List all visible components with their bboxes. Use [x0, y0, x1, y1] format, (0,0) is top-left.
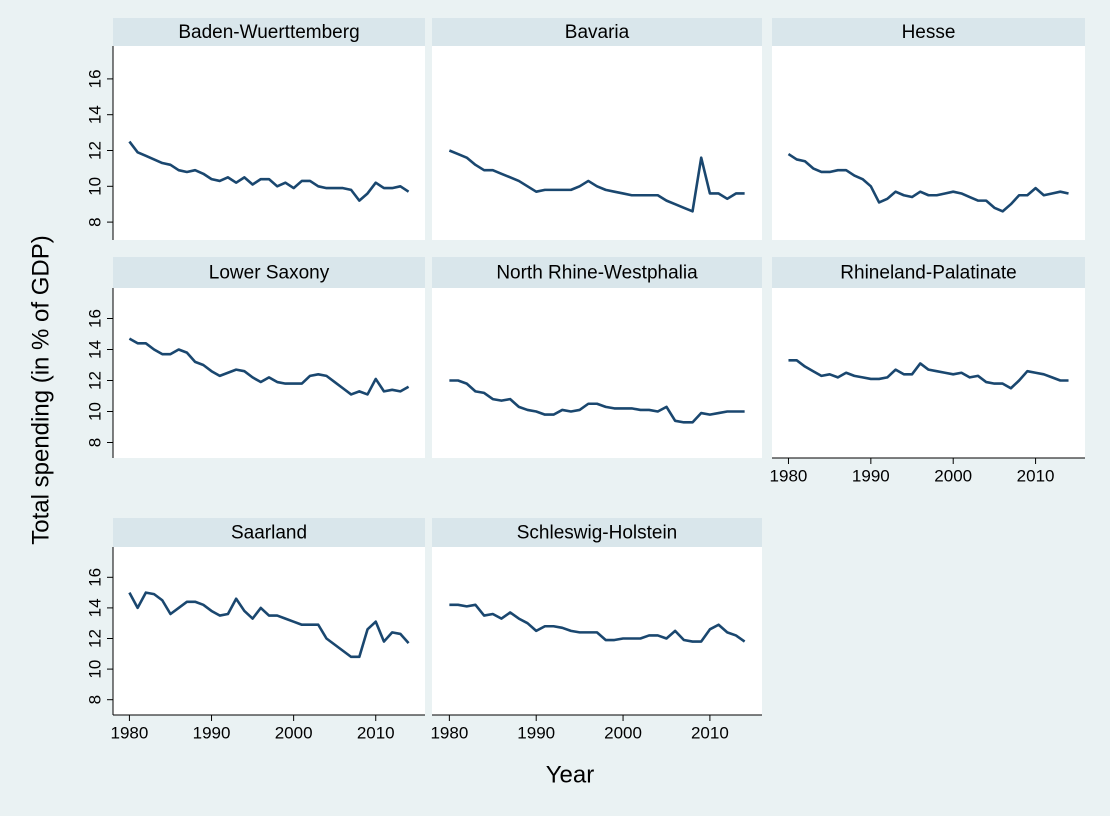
- panel-title: Baden-Wuerttemberg: [178, 22, 359, 43]
- y-tick-label: 12: [85, 629, 104, 648]
- x-tick-label: 2000: [275, 723, 313, 742]
- line-series: [788, 359, 1069, 390]
- strip: [772, 18, 1085, 46]
- y-tick-label: 12: [85, 141, 104, 160]
- panel-title: Lower Saxony: [209, 263, 330, 284]
- panel-title: Saarland: [231, 523, 307, 544]
- x-tick-label: 2000: [934, 466, 972, 485]
- y-tick-label: 12: [85, 371, 104, 390]
- line-series: [448, 149, 745, 213]
- x-tick-label: 1990: [517, 723, 555, 742]
- y-tick-label: 14: [85, 340, 104, 359]
- line-series: [128, 140, 410, 202]
- strip: [432, 518, 762, 547]
- line-series: [128, 591, 410, 659]
- panel-title: Schleswig-Holstein: [517, 523, 678, 544]
- plot-area: [113, 46, 425, 240]
- panel-title: North Rhine-Westphalia: [496, 263, 698, 284]
- strip: [113, 257, 425, 288]
- plot-area: [113, 288, 425, 458]
- plot-area: [432, 288, 762, 458]
- x-tick-label: 2010: [1017, 466, 1055, 485]
- y-tick-label: 8: [85, 217, 104, 226]
- strip: [113, 518, 425, 547]
- y-tick-label: 8: [85, 438, 104, 447]
- plot-area: [772, 46, 1085, 240]
- panel-title: Rhineland-Palatinate: [840, 263, 1016, 284]
- line-series: [449, 379, 745, 424]
- plot-area: [432, 46, 762, 240]
- strip: [432, 257, 762, 288]
- y-tick-label: 10: [85, 402, 104, 421]
- x-tick-label: 2000: [604, 723, 642, 742]
- x-tick-label: 1990: [852, 466, 890, 485]
- panel-title: Bavaria: [565, 22, 630, 43]
- line-series: [128, 337, 410, 396]
- y-tick-label: 8: [85, 695, 104, 704]
- x-tick-label: 2010: [357, 723, 395, 742]
- y-tick-label: 10: [85, 177, 104, 196]
- y-axis-title: Total spending (in % of GDP): [27, 235, 54, 544]
- line-series: [449, 603, 746, 643]
- strip: [432, 18, 762, 46]
- strip: [772, 257, 1085, 288]
- plot-area: [113, 547, 425, 715]
- x-tick-label: 1990: [193, 723, 231, 742]
- line-series: [787, 152, 1069, 213]
- x-tick-label: 1980: [111, 723, 149, 742]
- x-tick-label: 2010: [691, 723, 729, 742]
- y-tick-label: 16: [85, 69, 104, 88]
- plot-area: [432, 547, 762, 715]
- strip: [113, 18, 425, 46]
- y-tick-label: 14: [85, 105, 104, 124]
- y-tick-label: 10: [85, 660, 104, 679]
- x-tick-label: 1980: [430, 723, 468, 742]
- panel-title: Hesse: [902, 22, 956, 43]
- y-tick-label: 14: [85, 598, 104, 617]
- x-tick-label: 1980: [770, 466, 808, 485]
- x-axis-title: Year: [546, 761, 595, 788]
- y-tick-label: 16: [85, 568, 104, 587]
- y-tick-label: 16: [85, 309, 104, 328]
